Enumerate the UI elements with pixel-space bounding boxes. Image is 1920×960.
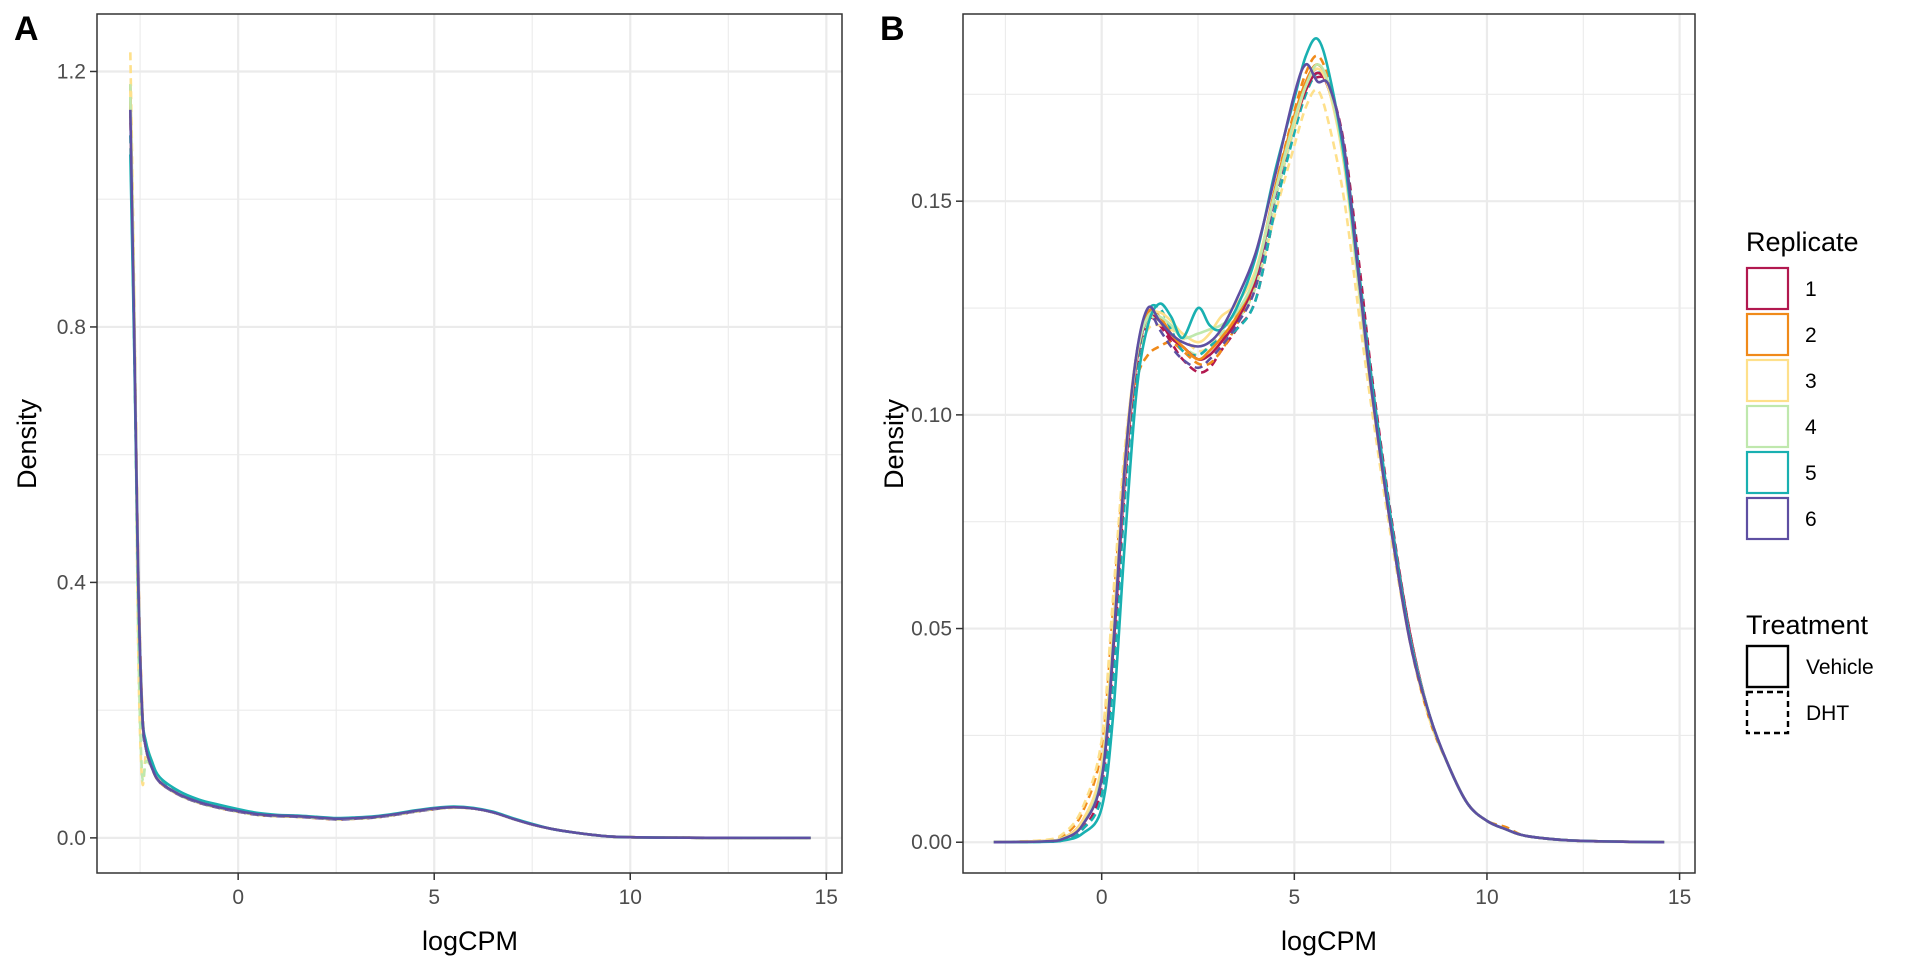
panel-b-y-tick-label: 0.10	[911, 404, 952, 427]
legend-treatment-label-vehicle: Vehicle	[1806, 656, 1874, 679]
panel-b-x-axis-title: logCPM	[1281, 926, 1377, 956]
legend-replicate-items: 1 2 3 4 5 6	[1745, 266, 1817, 541]
legend-replicate-key-6	[1745, 496, 1790, 541]
panel-a-y-tick-label: 0.8	[57, 316, 86, 339]
panel-a-density-curve-rep6-vehicle	[129, 109, 811, 840]
legend-replicate-title: Replicate	[1746, 227, 1859, 257]
legend-treatment-items: Vehicle DHT	[1745, 644, 1874, 735]
panel-a-y-tick-label: 0.4	[57, 571, 87, 594]
panel-b-y-tick-label: 0.00	[911, 831, 952, 854]
panel-a-x-axis-title: logCPM	[422, 926, 518, 956]
legend-replicate: Replicate 1 2 3 4 5 6	[1745, 227, 1859, 541]
legend-replicate-key-5	[1745, 450, 1790, 495]
panel-a-tag: A	[14, 10, 39, 48]
panel-a-y-tick-label: 0.0	[57, 827, 86, 850]
panel-b-x-tick-label: 15	[1668, 886, 1691, 909]
panel-b: B 0 5 10 15 0.00 0.05 0.10 0.15 logCPM Density	[879, 10, 1696, 956]
legend-treatment-label-dht: DHT	[1806, 702, 1849, 725]
panel-b-x-tick-label: 5	[1288, 886, 1300, 909]
legend-replicate-label-3: 3	[1805, 370, 1817, 393]
legend-replicate-key-2	[1745, 312, 1790, 357]
panel-a-x-tick-label: 10	[619, 886, 642, 909]
panel-a-grid	[97, 14, 842, 873]
panel-b-x-tick-label: 0	[1096, 886, 1108, 909]
panel-b-y-tick-label: 0.15	[911, 190, 952, 213]
panel-a-frame	[96, 13, 843, 874]
legend-replicate-label-4: 4	[1805, 416, 1817, 439]
legend-treatment: Treatment Vehicle DHT	[1745, 610, 1874, 735]
panel-b-curves	[993, 36, 1665, 844]
legend-replicate-key-1	[1745, 266, 1790, 311]
legend-replicate-label-2: 2	[1805, 324, 1817, 347]
panel-b-y-axis-title: Density	[879, 398, 909, 489]
legend-treatment-key-dht	[1745, 690, 1790, 735]
legend-replicate-key-4	[1745, 404, 1790, 449]
panel-a: A 0 5 10 15 0.0 0.4 0.8 1.2 logCPM Density	[12, 10, 843, 956]
panel-b-frame	[962, 13, 1696, 874]
panel-a-y-axis-title: Density	[12, 398, 42, 489]
panel-b-grid	[963, 14, 1695, 873]
panel-a-x-tick-label: 15	[815, 886, 838, 909]
panel-b-y-tick-label: 0.05	[911, 618, 952, 641]
panel-b-tag: B	[880, 10, 905, 48]
legend-replicate-label-1: 1	[1805, 278, 1817, 301]
panel-a-x-tick-label: 5	[428, 886, 440, 909]
panel-a-y-tick-label: 1.2	[57, 60, 86, 83]
panel-a-x-tick-label: 0	[232, 886, 244, 909]
panel-a-curves	[129, 52, 811, 840]
legend-replicate-label-6: 6	[1805, 508, 1817, 531]
panel-b-density-curve-rep6-vehicle	[993, 63, 1665, 844]
legend-replicate-label-5: 5	[1805, 462, 1817, 485]
panel-b-x-tick-label: 10	[1475, 886, 1498, 909]
legend-replicate-key-3	[1745, 358, 1790, 403]
legend-treatment-title: Treatment	[1746, 610, 1869, 640]
legend-treatment-key-vehicle	[1745, 644, 1790, 689]
panel-a-axes: 0 5 10 15 0.0 0.4 0.8 1.2	[57, 60, 838, 909]
panel-b-axes: 0 5 10 15 0.00 0.05 0.10 0.15	[911, 190, 1691, 909]
